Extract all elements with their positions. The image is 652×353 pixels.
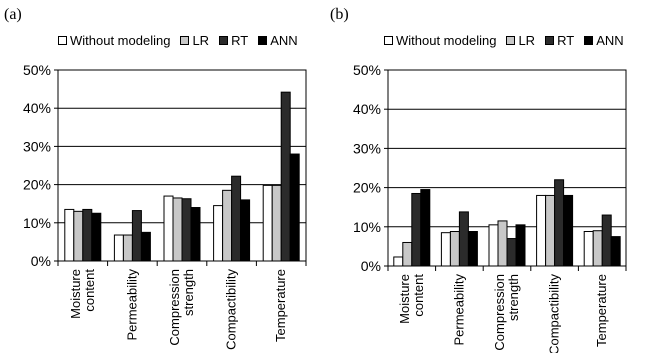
legend-item-without-modeling: Without modeling <box>58 33 170 48</box>
x-category-label: Compressionstrength <box>492 274 521 351</box>
bar <box>467 231 478 267</box>
bar <box>222 189 233 262</box>
x-category-label: Temperature <box>594 274 609 347</box>
y-tick-label: 40% <box>23 100 51 116</box>
y-tick-label: 0% <box>361 258 381 274</box>
panel-label-b: (b) <box>330 6 349 23</box>
bar <box>420 189 431 267</box>
y-tick-label: 0% <box>31 253 51 269</box>
x-category-label: Compactibility <box>547 274 562 353</box>
bar <box>131 210 142 262</box>
bar <box>64 208 75 262</box>
y-tick-label: 30% <box>23 138 51 154</box>
legend-swatch <box>219 36 229 45</box>
bar <box>440 232 451 267</box>
y-tick-label: 20% <box>353 180 381 196</box>
bar <box>113 234 124 262</box>
bar <box>231 175 242 262</box>
bar <box>554 179 565 267</box>
bar <box>583 231 594 267</box>
y-tick-label: 10% <box>353 219 381 235</box>
bar <box>91 212 102 262</box>
bar <box>402 241 413 267</box>
legend-label: LR <box>518 33 536 48</box>
legend-swatch <box>180 36 190 45</box>
y-tick-label: 40% <box>353 101 381 117</box>
y-tick-label: 30% <box>353 140 381 156</box>
bar <box>458 211 469 267</box>
bar <box>163 195 174 262</box>
bar <box>73 210 84 262</box>
legend-label: ANN <box>596 33 624 48</box>
legend-swatch <box>545 36 555 45</box>
legend-swatch <box>506 36 516 45</box>
y-tick-label: 50% <box>353 62 381 78</box>
legend-swatch <box>258 36 268 45</box>
legend-item-without-modeling: Without modeling <box>384 33 496 48</box>
bar <box>488 224 499 267</box>
panel-b: (b) Without modeling LR RT ANN 0% 10% 20% 3… <box>326 0 652 353</box>
legend-item-lr: LR <box>180 33 209 48</box>
bar <box>122 234 133 262</box>
legend-label: RT <box>231 33 249 48</box>
bar <box>240 199 251 262</box>
legend-item-ann: ANN <box>584 33 624 48</box>
legend-label: Without modeling <box>70 33 171 48</box>
bar <box>545 194 556 267</box>
legend-swatch <box>58 36 67 45</box>
bar <box>140 231 151 262</box>
bar-chart-b: 0% 10% 20% 30% 40% 50% Moisturecontent Permeabi… <box>353 62 627 353</box>
panel-a: (a) Without modeling LR RT ANN 0% 10% 20% 3… <box>4 6 307 350</box>
legend-item-lr: LR <box>506 33 535 48</box>
bar <box>411 192 422 267</box>
bar <box>172 197 183 262</box>
bar <box>280 91 291 262</box>
bar <box>449 231 460 267</box>
bar <box>289 153 300 262</box>
bar <box>213 205 224 262</box>
x-category-label: Moisturecontent <box>68 269 97 319</box>
bar <box>271 184 282 262</box>
legend-label: Without modeling <box>396 33 497 48</box>
x-category-label: Compactibility <box>224 269 239 350</box>
bar <box>506 238 517 267</box>
x-category-label: Compressionstrength <box>167 269 196 346</box>
x-category-label: Moisturecontent <box>397 274 426 324</box>
legend-b: Without modeling LR RT ANN <box>384 33 624 48</box>
bar <box>601 214 612 267</box>
bar <box>190 207 201 262</box>
bar <box>181 198 192 262</box>
bar <box>393 256 404 267</box>
panel-label-a: (a) <box>4 6 22 23</box>
legend-item-rt: RT <box>219 33 248 48</box>
y-tick-label: 50% <box>23 62 51 78</box>
bar <box>262 184 273 262</box>
bar <box>515 224 526 267</box>
legend-label: RT <box>557 33 575 48</box>
x-category-label: Temperature <box>273 269 288 342</box>
legend-swatch <box>384 36 393 45</box>
legend-label: ANN <box>270 33 298 48</box>
y-tick-label: 20% <box>23 177 51 193</box>
bar <box>82 208 93 262</box>
legend-a: Without modeling LR RT ANN <box>58 33 298 48</box>
bar <box>497 220 508 267</box>
bar-chart-a: 0% 10% 20% 30% 40% 50% Moisturecontent Permeabi… <box>23 62 307 350</box>
legend-item-rt: RT <box>545 33 574 48</box>
bar <box>610 236 621 267</box>
bar <box>563 194 574 267</box>
legend-swatch <box>584 36 594 45</box>
legend-label: LR <box>192 33 210 48</box>
legend-item-ann: ANN <box>258 33 298 48</box>
bar <box>592 230 603 267</box>
bar <box>536 194 547 267</box>
x-category-label: Permeability <box>451 274 466 346</box>
y-tick-label: 10% <box>23 215 51 231</box>
x-category-label: Permeability <box>124 269 139 341</box>
